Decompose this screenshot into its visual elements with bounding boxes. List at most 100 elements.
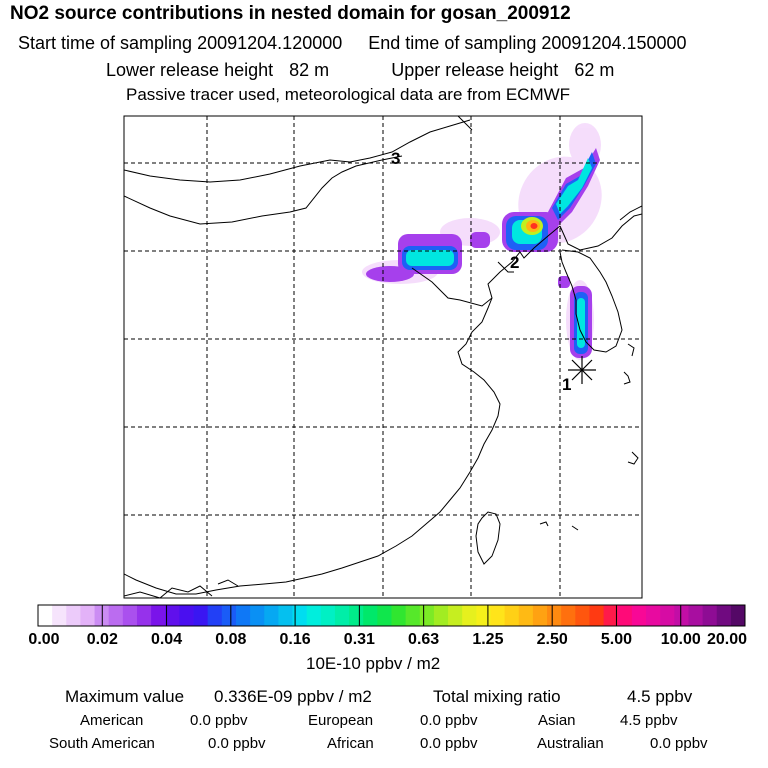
region-south-american-name: South American	[49, 735, 155, 752]
colorbar-segment	[136, 605, 152, 626]
colorbar-segment	[207, 605, 223, 626]
region-african-name: African	[327, 735, 374, 752]
region-european-name: European	[308, 712, 374, 729]
lower-value: 82 m	[289, 60, 330, 80]
plume-hotspot	[521, 217, 543, 235]
colorbar-segment	[730, 605, 746, 626]
colorbar-segment	[547, 605, 562, 626]
colorbar-segment	[490, 605, 506, 626]
colorbar-segment	[122, 605, 138, 626]
end-label: End time of sampling	[368, 33, 537, 53]
colorbar-segment	[250, 605, 265, 626]
colorbar-segment	[631, 605, 647, 626]
region-asian-value: 4.5 ppbv	[620, 712, 678, 729]
colorbar-segment	[405, 605, 421, 626]
colorbar-segment	[561, 605, 576, 626]
coastlines	[124, 116, 642, 598]
grid-lines	[124, 116, 642, 598]
colorbar-tick-label: 0.16	[279, 631, 311, 648]
colorbar-segment	[179, 605, 194, 626]
colorbar-segment	[518, 605, 534, 626]
region-american-name: American	[80, 712, 144, 729]
total-value: 4.5 ppbv	[627, 687, 693, 706]
plot-title: NO2 source contributions in nested domai…	[10, 3, 571, 24]
colorbar-segment	[617, 605, 633, 626]
colorbar-segment	[278, 605, 293, 626]
colorbar-segment	[688, 605, 703, 626]
colorbar-segment	[504, 605, 520, 626]
colorbar-segment	[292, 605, 308, 626]
start-label: Start time of sampling	[18, 33, 193, 53]
colorbar-segment	[66, 605, 81, 626]
colorbar-tick-label: 5.00	[600, 631, 633, 648]
colorbar-segment	[674, 605, 689, 626]
region-australian-value: 0.0 ppbv	[650, 735, 708, 752]
colorbar-tick-label: 20.00	[706, 631, 748, 648]
colorbar-segment	[589, 605, 604, 626]
colorbar-segment	[349, 605, 364, 626]
colorbar-segment	[363, 605, 378, 626]
colorbar-tick-label: 0.04	[150, 631, 183, 648]
region-south-american-value: 0.0 ppbv	[208, 735, 266, 752]
marker-1: 1	[562, 375, 571, 394]
marker-3: 3	[391, 149, 400, 168]
colorbar-segment	[52, 605, 67, 626]
colorbar-tick-label: 0.63	[408, 631, 440, 648]
colorbar-segment	[476, 605, 491, 626]
colorbar-segment	[377, 605, 392, 626]
tracer-note: Passive tracer used, meteorological data…	[126, 85, 571, 104]
release-heights: Lower release height 82 m Upper release …	[106, 60, 614, 81]
colorbar-segment	[646, 605, 661, 626]
colorbar-segment	[165, 605, 180, 626]
colorbar-segment	[532, 605, 548, 626]
colorbar-segment	[151, 605, 166, 626]
colorbar-segment	[433, 605, 449, 626]
colorbar	[37, 604, 746, 627]
colorbar-segment	[391, 605, 407, 626]
colorbar-segment	[334, 605, 350, 626]
colorbar-segment	[193, 605, 209, 626]
colorbar-tick-label: 0.31	[343, 631, 375, 648]
colorbar-tick-label: 0.02	[86, 631, 118, 648]
upper-label: Upper release height	[391, 60, 559, 80]
start-value: 20091204.120000	[197, 33, 343, 53]
colorbar-segment	[264, 605, 279, 626]
colorbar-segment	[660, 605, 675, 626]
colorbar-tick-label: 10.00	[660, 631, 701, 648]
colorbar-tick-label: 1.25	[472, 631, 504, 648]
colorbar-segment	[306, 605, 322, 626]
sampling-times: Start time of sampling 20091204.120000 E…	[18, 33, 687, 54]
colorbar-segment	[419, 605, 435, 626]
map-frame	[123, 115, 643, 599]
colorbar-segment	[320, 605, 336, 626]
colorbar-segment	[575, 605, 590, 626]
colorbar-tick-label: 2.50	[536, 631, 568, 648]
colorbar-tick-label: 0.00	[28, 631, 60, 648]
lower-label: Lower release height	[106, 60, 274, 80]
max-value: 0.336E-09 ppbv / m2	[214, 687, 372, 706]
colorbar-segment	[702, 605, 718, 626]
end-value: 20091204.150000	[541, 33, 687, 53]
colorbar-segment	[38, 605, 53, 626]
colorbar-frame	[37, 604, 746, 627]
colorbar-segment	[462, 605, 477, 626]
region-african-value: 0.0 ppbv	[420, 735, 478, 752]
marker-2: 2	[510, 253, 519, 272]
region-asian-name: Asian	[538, 712, 576, 729]
colorbar-unit: 10E-10 ppbv / m2	[306, 654, 441, 673]
colorbar-segment	[235, 605, 251, 626]
colorbar-segment	[80, 605, 95, 626]
colorbar-segment	[108, 605, 124, 626]
max-label: Maximum value	[65, 687, 185, 706]
colorbar-segment	[716, 605, 732, 626]
total-label: Total mixing ratio	[433, 687, 561, 706]
colorbar-segment	[221, 605, 237, 626]
upper-value: 62 m	[574, 60, 615, 80]
colorbar-segment	[603, 605, 619, 626]
receptor-asterisk-icon	[568, 356, 596, 384]
region-australian-name: Australian	[537, 735, 604, 752]
region-american-value: 0.0 ppbv	[190, 712, 248, 729]
colorbar-tick-label: 0.08	[215, 631, 247, 648]
region-european-value: 0.0 ppbv	[420, 712, 478, 729]
